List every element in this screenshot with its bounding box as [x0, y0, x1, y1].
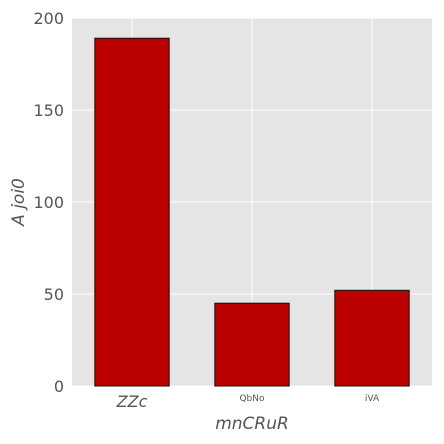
y-tick-label: 150	[33, 101, 64, 120]
bar-qbno	[215, 303, 289, 386]
y-axis-label: A joi0	[9, 178, 29, 227]
x-tick-labels: ZZc QbNo iVA	[116, 392, 380, 411]
x-tick-label: ZZc	[116, 392, 148, 411]
y-tick-label: 50	[44, 285, 64, 304]
x-tick-label: iVA	[365, 394, 380, 404]
y-tick-label: 0	[54, 377, 64, 396]
x-tick-label: QbNo	[239, 394, 265, 404]
bar-iva	[335, 290, 409, 386]
bar-zzc	[95, 38, 169, 386]
y-tick-label: 100	[33, 193, 64, 212]
y-tick-label: 200	[33, 9, 64, 28]
y-tick-labels: 0 50 100 150 200	[33, 9, 64, 396]
x-axis-label: mnCRuR	[215, 414, 289, 434]
